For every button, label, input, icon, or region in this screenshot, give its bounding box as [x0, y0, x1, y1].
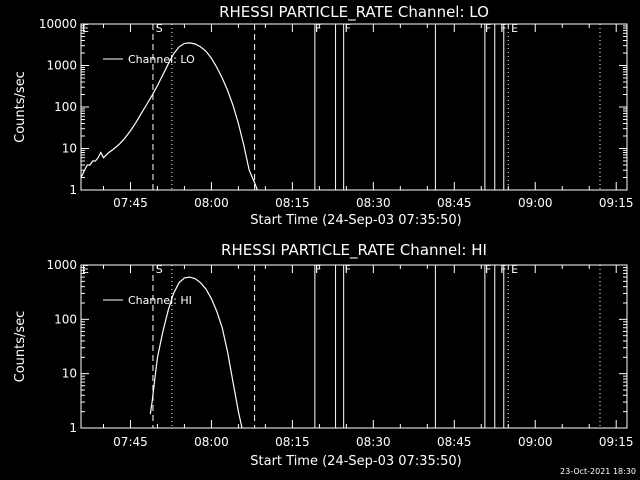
chart2-y-tick-label: 1000 [46, 258, 77, 272]
chart1-event-flag-label: F [485, 22, 491, 35]
chart1-event-flag-label: F [315, 22, 321, 35]
chart2-x-tick-label: 08:00 [194, 435, 229, 449]
chart2-edge-flag-label: E [82, 263, 89, 276]
chart1-x-tick-label: 09:15 [599, 196, 634, 210]
chart2-x-tick-label: 07:45 [113, 435, 148, 449]
chart2-event-flag-label: F [500, 263, 506, 276]
chart1-event-flag-label: E [511, 22, 518, 35]
chart2-x-tick-label: 09:00 [518, 435, 553, 449]
chart2-event-flag-label: F [315, 263, 321, 276]
chart1-edge-flag-label: E [82, 22, 89, 35]
chart2-event-flag-label: F [485, 263, 491, 276]
chart1-event-flag-label: F [500, 22, 506, 35]
chart1-x-tick-label: 09:00 [518, 196, 553, 210]
chart2-title: RHESSI PARTICLE_RATE Channel: HI [221, 241, 487, 260]
chart2-series-line [149, 276, 243, 428]
chart2-x-tick-label: 08:15 [275, 435, 310, 449]
chart1-event-flag-label: F [345, 22, 351, 35]
chart1-y-tick-label: 1000 [46, 59, 77, 73]
chart1-y-tick-label: 10000 [39, 17, 77, 31]
chart1-x-tick-label: 08:15 [275, 196, 310, 210]
chart1-y-tick-label: 100 [54, 100, 77, 114]
chart2-plot-frame [80, 264, 628, 429]
chart2-event-flag-label: E [511, 263, 518, 276]
chart2-event-flag-label: S [156, 263, 163, 276]
chart1-series-line [81, 42, 258, 190]
chart1-title: RHESSI PARTICLE_RATE Channel: LO [219, 3, 489, 22]
chart2-y-axis-label: Counts/sec [13, 311, 28, 383]
chart2-y-tick-label: 100 [54, 312, 77, 326]
chart1-plot-frame [80, 23, 628, 191]
chart2-x-tick-label: 09:15 [599, 435, 634, 449]
chart1-x-axis-label: Start Time (24-Sep-03 07:35:50) [250, 213, 461, 228]
chart2-y-tick-label: 10 [62, 367, 77, 381]
timestamp: 23-Oct-2021 18:30 [560, 467, 636, 476]
chart1-x-tick-label: 08:00 [194, 196, 229, 210]
chart2-x-tick-label: 08:45 [437, 435, 472, 449]
chart2-x-tick-label: 08:30 [356, 435, 391, 449]
chart1-y-axis-label: Counts/sec [13, 71, 28, 143]
chart1-event-flag-label: S [156, 22, 163, 35]
chart1-x-tick-label: 08:45 [437, 196, 472, 210]
chart2-y-tick-label: 1 [69, 421, 77, 435]
chart1-x-tick-label: 07:45 [113, 196, 148, 210]
chart1-x-tick-label: 08:30 [356, 196, 391, 210]
chart2-event-flag-label: F [345, 263, 351, 276]
chart2-x-axis-label: Start Time (24-Sep-03 07:35:50) [250, 454, 461, 469]
chart1-y-tick-label: 10 [62, 142, 77, 156]
chart1-y-tick-label: 1 [69, 183, 77, 197]
chart1-legend-label: Channel: LO [128, 53, 195, 66]
chart2-legend-label: Channel: HI [128, 294, 192, 307]
